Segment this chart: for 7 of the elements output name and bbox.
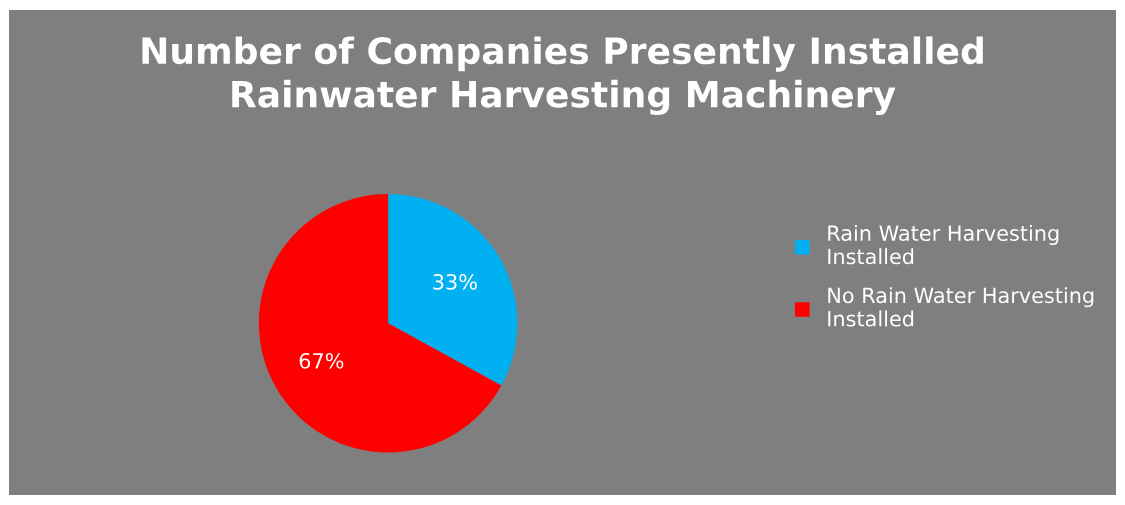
legend-label: Rain Water Harvesting Installed	[828, 224, 1059, 265]
data-label: 33%	[433, 274, 477, 290]
legend-label: No Rain Water Harvesting Installed	[828, 287, 1094, 327]
data-label: 67%	[299, 352, 344, 369]
chart-title: Number of Companies Presently Installed Rainwater Harvesting Machinery	[142, 36, 983, 116]
pie-slice	[258, 193, 502, 453]
pie-slice	[388, 193, 518, 386]
